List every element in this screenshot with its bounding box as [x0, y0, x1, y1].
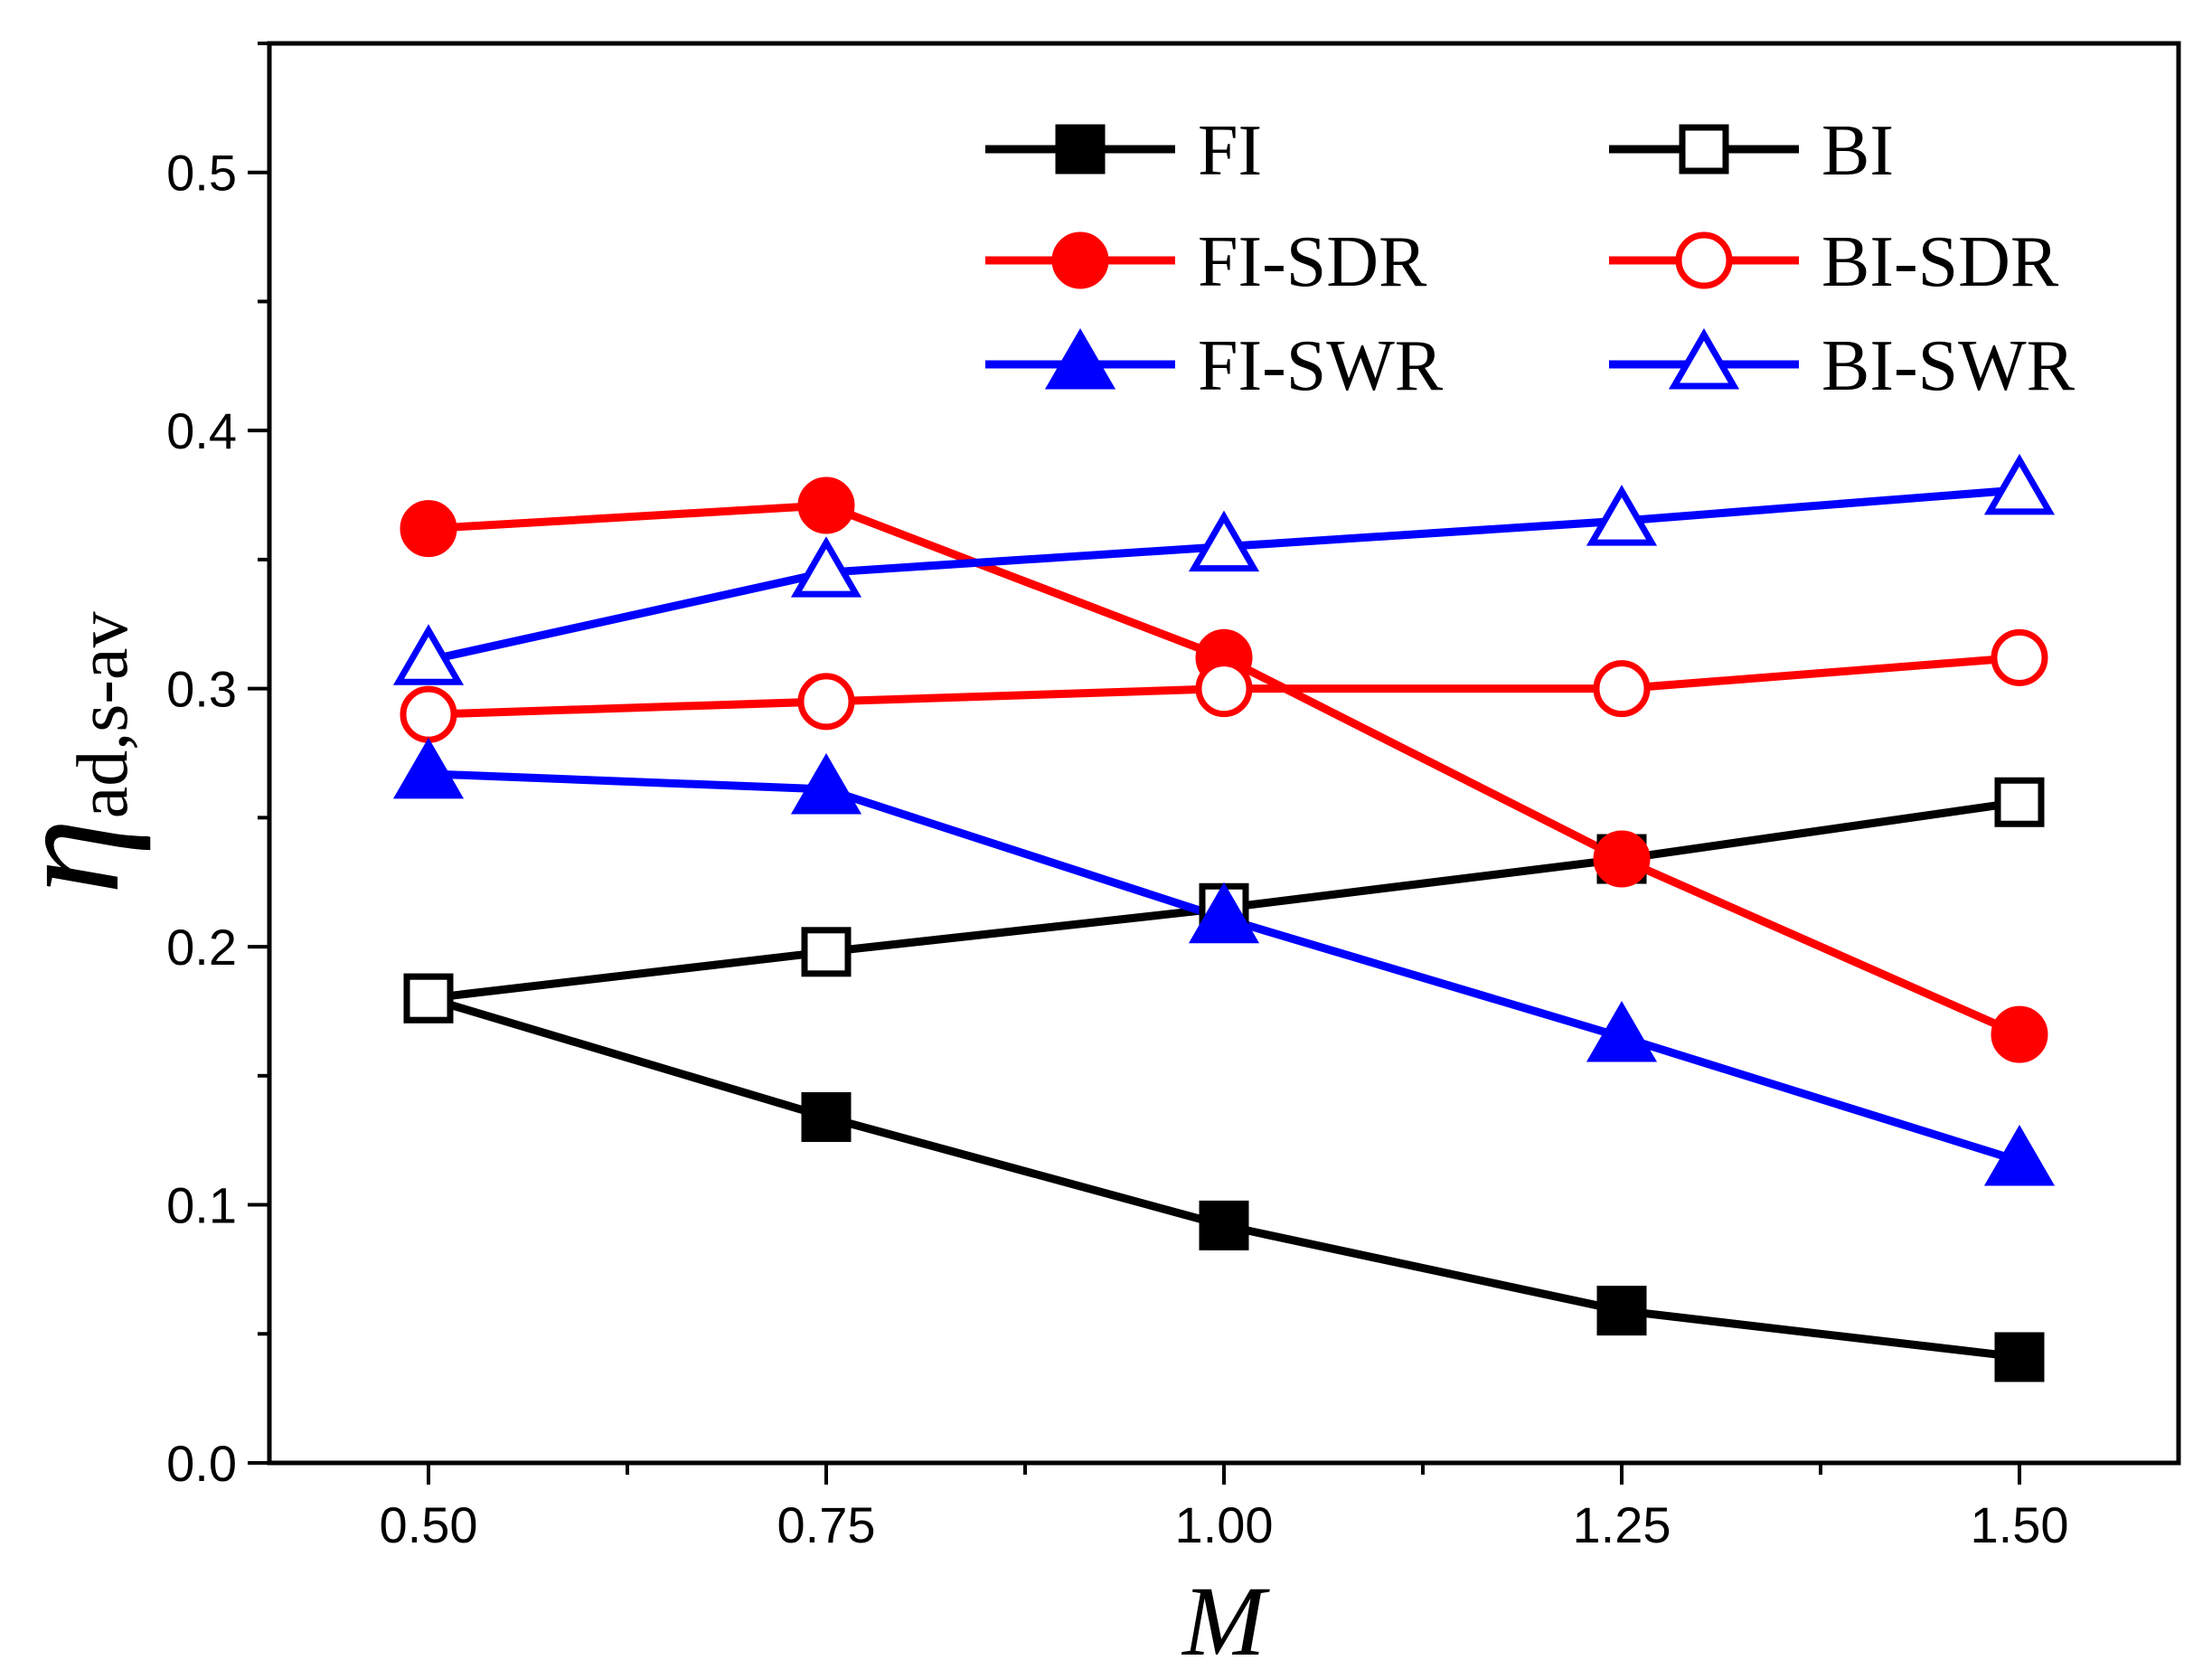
- x-axis-label: M: [1181, 1566, 1270, 1676]
- legend-label-bi: BI: [1821, 111, 1894, 191]
- data-point-fi-sdr: [797, 476, 855, 534]
- legend-label-bi-swr: BI-SWR: [1821, 326, 2076, 406]
- data-point-fi-swr: [1188, 882, 1260, 944]
- series-line-fi: [427, 994, 2020, 1362]
- data-point-fi: [1596, 1286, 1647, 1336]
- data-point-fi-swr: [790, 752, 862, 815]
- legend-marker-fi-sdr: [1051, 231, 1109, 289]
- data-point-fi-swr: [392, 737, 465, 799]
- y-tick-label: 0.3: [166, 661, 237, 718]
- legend-item-fi-swr: FI-SWR: [985, 326, 1444, 406]
- data-point-bi-sdr: [1593, 660, 1651, 718]
- series-markers-bi-swr: [392, 453, 2056, 685]
- data-point-bi-sdr: [1991, 628, 2048, 686]
- legend-item-fi-sdr: FI-SDR: [985, 222, 1427, 302]
- y-tick-label: 0.2: [166, 919, 237, 976]
- legend-label-bi-sdr: BI-SDR: [1821, 222, 2059, 302]
- data-point-fi: [801, 1091, 852, 1142]
- data-point-bi-swr: [1188, 510, 1260, 572]
- data-point-bi-sdr: [797, 673, 855, 731]
- y-tick-label: 0.5: [166, 145, 237, 202]
- legend-marker-fi: [1055, 124, 1106, 175]
- series-fi-sdr: [428, 501, 2021, 1039]
- y-tick-label: 0.1: [166, 1177, 237, 1234]
- legend-marker-bi-sdr: [1675, 231, 1733, 289]
- series-markers-fi-swr: [392, 737, 2056, 1186]
- y-axis-label: ηad,s-av: [0, 611, 151, 894]
- x-tick-label: 1.50: [1971, 1496, 2069, 1553]
- data-point-bi-swr: [392, 624, 465, 685]
- legend-label-fi: FI: [1198, 111, 1262, 191]
- y-axis-label-subscript: ad,s-av: [63, 611, 143, 818]
- x-tick-label: 0.50: [380, 1496, 478, 1553]
- data-point-bi-swr: [1586, 485, 1658, 546]
- data-point-bi: [403, 973, 454, 1023]
- data-point-fi-sdr: [1991, 1005, 2048, 1063]
- data-point-bi: [1994, 777, 2045, 827]
- data-point-fi-swr: [1586, 1001, 1658, 1062]
- legend-marker-fi-swr: [1044, 328, 1116, 390]
- series-markers-bi-sdr: [400, 628, 2048, 743]
- legend-marker-bi-swr: [1668, 328, 1740, 390]
- legend-item-fi: FI: [985, 111, 1262, 191]
- data-point-bi-sdr: [400, 685, 457, 743]
- legend-label-fi-sdr: FI-SDR: [1198, 222, 1427, 302]
- legend-marker-bi: [1679, 124, 1729, 175]
- legend: FI BI FI-SDR BI-SDR FI-SWR BI-SWR: [985, 111, 2076, 406]
- data-point-fi-swr: [1983, 1125, 2056, 1186]
- data-point-bi: [801, 927, 852, 977]
- data-point-fi-sdr: [400, 500, 457, 558]
- data-point-bi-swr: [1983, 453, 2056, 515]
- svg-text:ηad,s-av: ηad,s-av: [0, 611, 151, 894]
- y-tick-label: 0.0: [166, 1435, 237, 1492]
- legend-item-bi-swr: BI-SWR: [1609, 326, 2076, 406]
- x-tick-label: 1.25: [1573, 1496, 1671, 1553]
- data-point-fi-sdr: [1593, 830, 1651, 888]
- x-tick-label: 1.00: [1175, 1496, 1274, 1553]
- data-point-bi-sdr: [1195, 660, 1253, 718]
- series-fi: [427, 994, 2020, 1362]
- data-point-fi: [1994, 1332, 2045, 1382]
- legend-item-bi: BI: [1609, 111, 1894, 191]
- x-tick-label: 0.75: [777, 1496, 876, 1553]
- y-axis-label-symbol: η: [0, 818, 151, 894]
- series-markers-fi: [403, 973, 2045, 1382]
- series-line-fi-sdr: [428, 501, 2021, 1039]
- legend-item-bi-sdr: BI-SDR: [1609, 222, 2059, 302]
- series-layer: [392, 453, 2056, 1382]
- data-point-bi-swr: [790, 536, 862, 598]
- axes-layer: 0.50 0.75 1.00 1.25 1.50 0.0 0.1 0.2 0.3 0.4 0.5: [166, 42, 2069, 1553]
- data-point-fi: [1199, 1200, 1249, 1250]
- y-tick-label: 0.4: [166, 402, 237, 459]
- legend-label-fi-swr: FI-SWR: [1198, 326, 1444, 406]
